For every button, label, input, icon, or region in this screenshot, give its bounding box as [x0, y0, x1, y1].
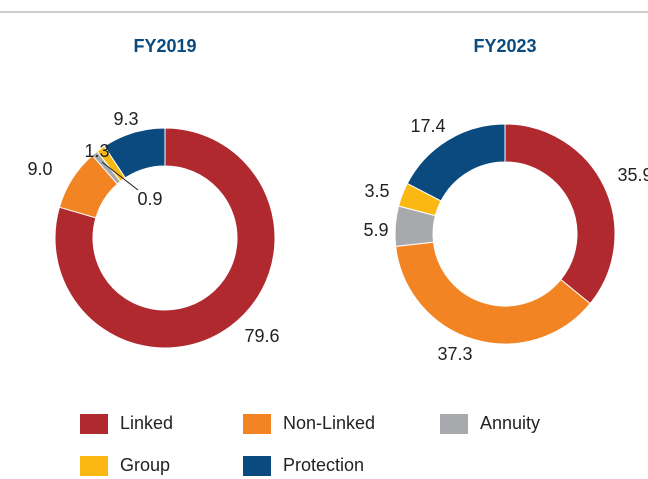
donut-slice: [504, 123, 616, 305]
data-label: 9.3: [113, 109, 138, 129]
legend-swatch: [440, 414, 468, 434]
data-label: 37.3: [437, 344, 472, 364]
donut-slice: [54, 127, 276, 349]
legend-label: Protection: [283, 455, 364, 475]
donut-slice: [103, 127, 166, 179]
chart-title: FY2019: [133, 36, 196, 56]
data-label: 35.9: [617, 165, 648, 185]
legend-swatch: [80, 456, 108, 476]
legend-swatch: [243, 456, 271, 476]
data-label: 0.9: [137, 189, 162, 209]
data-label: 3.5: [364, 181, 389, 201]
legend-label: Linked: [120, 413, 173, 433]
data-label: 5.9: [363, 220, 388, 240]
legend-label: Non-Linked: [283, 413, 375, 433]
chart-title: FY2023: [473, 36, 536, 56]
data-label: 9.0: [27, 159, 52, 179]
legend-swatch: [243, 414, 271, 434]
legend-swatch: [80, 414, 108, 434]
data-label: 79.6: [244, 326, 279, 346]
legend-label: Group: [120, 455, 170, 475]
legend-label: Annuity: [480, 413, 540, 433]
data-label: 17.4: [410, 116, 445, 136]
data-label: 1.3: [84, 141, 109, 161]
donut-slice: [395, 241, 591, 345]
donut-slice: [406, 123, 506, 202]
leader-line: [101, 161, 139, 191]
